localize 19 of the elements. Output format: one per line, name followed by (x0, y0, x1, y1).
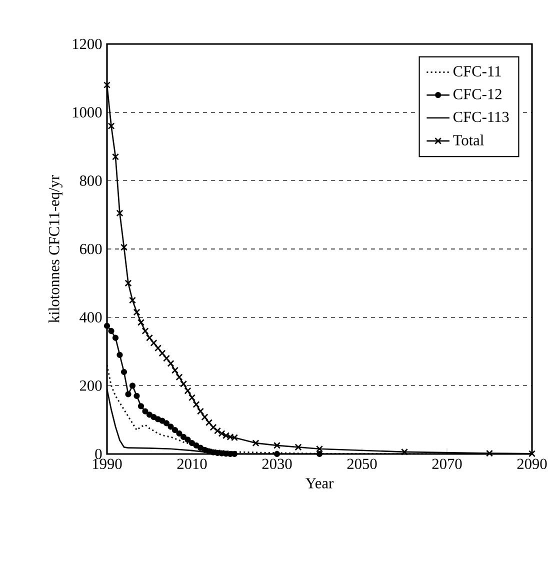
y-tick-label: 200 (80, 380, 102, 391)
x-tick-label: 2090 (517, 458, 547, 470)
x-tick-label: 2070 (432, 458, 462, 470)
y-axis-title: kilotonnes CFC11-eq/yr (48, 175, 62, 323)
x-axis-title: Year (306, 478, 334, 488)
y-tick-label: 0 (95, 448, 102, 460)
x-tick-label: 2010 (177, 458, 207, 470)
x-tick-label: 1990 (93, 458, 122, 470)
y-tick-label: 400 (80, 312, 102, 322)
legend-label: CFC-12 (453, 88, 502, 100)
legend-label: CFC-113 (453, 112, 509, 122)
legend-label: Total (453, 134, 484, 146)
y-tick-label: 1000 (72, 107, 102, 118)
x-tick-label: 2030 (262, 458, 292, 470)
y-tick-label: 800 (80, 176, 102, 186)
y-tick-label: 1200 (72, 38, 102, 50)
y-tick-label: 600 (80, 244, 102, 254)
legend-label: CFC-11 (453, 66, 501, 76)
x-tick-label: 2050 (347, 458, 377, 470)
